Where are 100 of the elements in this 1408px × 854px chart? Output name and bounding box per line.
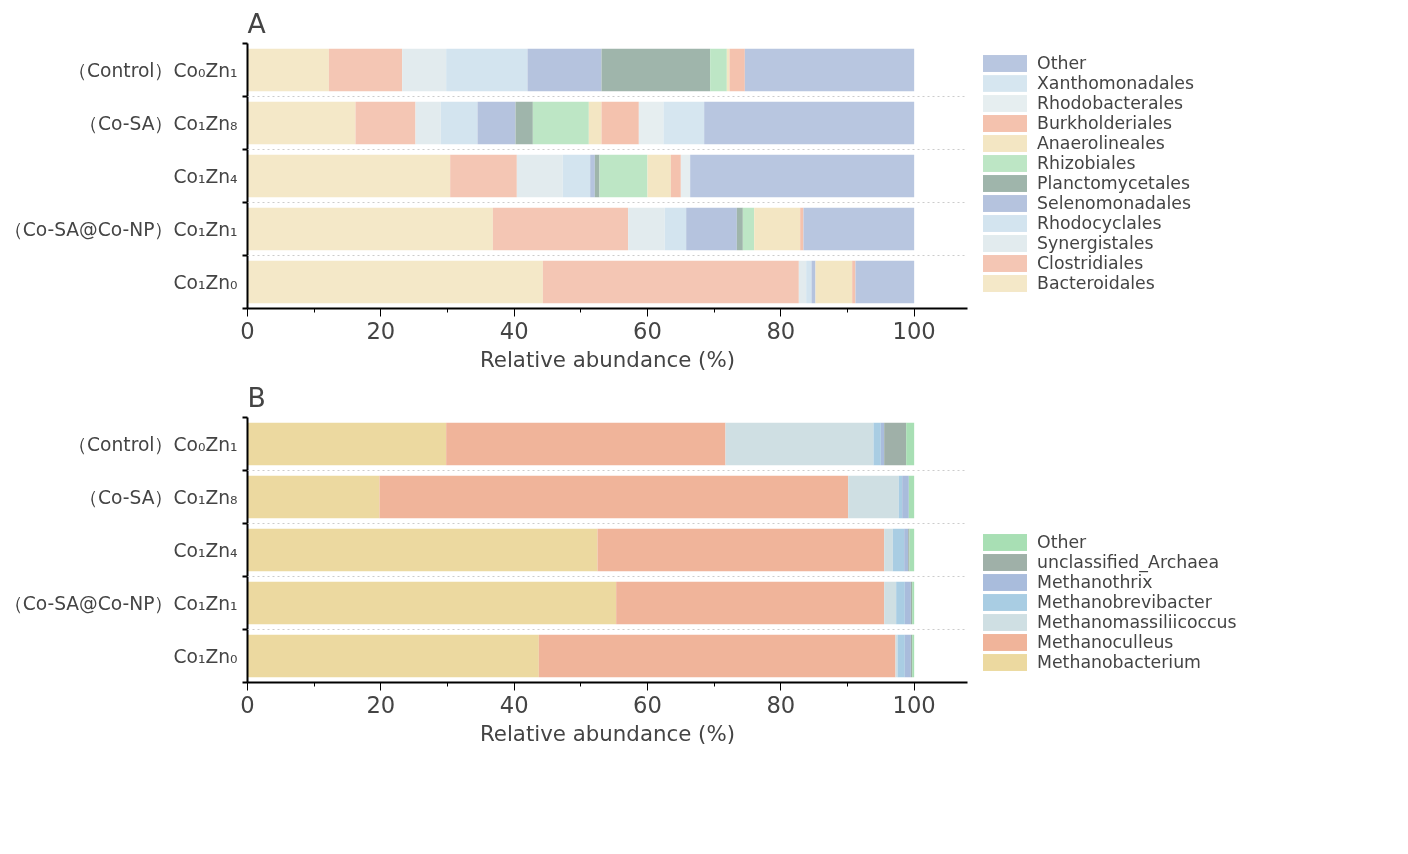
legend-label: Other	[1037, 53, 1087, 73]
legend-label: Synergistales	[1037, 233, 1154, 253]
y-tick-label: （Co-SA）Co₁Zn₈	[79, 112, 238, 134]
bar	[803, 207, 915, 251]
y-tick-label: （Control）Co₀Zn₁	[68, 59, 238, 81]
bar	[710, 48, 727, 92]
bar	[664, 207, 687, 251]
x-tick-label: 40	[499, 691, 529, 718]
x-tick-label: 60	[633, 691, 662, 718]
bar	[247, 634, 539, 678]
bar	[542, 260, 799, 304]
bar	[806, 260, 812, 304]
x-axis-title: Relative abundance (%)	[479, 720, 736, 746]
bar	[616, 581, 885, 625]
bar	[895, 634, 898, 678]
bar	[440, 101, 478, 145]
bar	[450, 154, 517, 198]
bar	[597, 528, 885, 572]
legend-label: Methanoculleus	[1037, 632, 1174, 652]
legend-label: Xanthomonadales	[1037, 73, 1195, 93]
bar	[704, 101, 915, 145]
bar	[590, 154, 595, 198]
x-tick-label: 20	[366, 691, 396, 718]
legend-label: Bacteroidales	[1037, 273, 1155, 293]
bar	[594, 154, 600, 198]
bar	[527, 48, 602, 92]
bar	[726, 48, 730, 92]
bar	[852, 260, 856, 304]
bar	[538, 634, 896, 678]
bar	[247, 154, 451, 198]
legend-label: Burkholderiales	[1037, 113, 1173, 133]
bar	[328, 48, 403, 92]
bar	[686, 207, 737, 251]
bar	[355, 101, 416, 145]
x-tick-label: 40	[499, 317, 529, 344]
bar	[892, 528, 905, 572]
bar	[884, 422, 907, 466]
bar	[532, 101, 589, 145]
bar	[515, 101, 533, 145]
bar	[247, 422, 447, 466]
bar	[247, 581, 617, 625]
legend-label: Selenomonadales	[1037, 193, 1191, 213]
bar	[902, 475, 909, 519]
bar	[647, 154, 671, 198]
x-tick-label: 80	[766, 317, 796, 344]
bar	[670, 154, 681, 198]
bar	[663, 101, 705, 145]
bar	[855, 260, 915, 304]
bar	[736, 207, 743, 251]
bar	[601, 48, 711, 92]
x-axis-title: Relative abundance (%)	[479, 346, 736, 372]
chart-title: A	[247, 7, 267, 39]
legend-label: Methanobacterium	[1037, 652, 1201, 672]
bar	[402, 48, 447, 92]
legend-label: unclassified_Archaea	[1037, 552, 1220, 572]
legend-label: Methanomassiliicoccus	[1037, 612, 1237, 632]
bar	[477, 101, 516, 145]
bar	[599, 154, 648, 198]
y-tick-label: （Co-SA）Co₁Zn₈	[79, 486, 238, 508]
x-tick-label: 0	[240, 317, 255, 344]
bar	[884, 581, 897, 625]
legend-label: Rhodobacterales	[1037, 93, 1184, 113]
bar	[247, 207, 493, 251]
legend-label: Methanobrevibacter	[1037, 592, 1212, 612]
x-tick-label: 100	[892, 691, 936, 718]
bar	[848, 475, 899, 519]
x-tick-label: 0	[240, 691, 255, 718]
bar	[492, 207, 629, 251]
bar	[800, 207, 804, 251]
bar	[415, 101, 441, 145]
x-tick-label: 20	[366, 317, 396, 344]
legend-label: Methanothrix	[1037, 572, 1153, 592]
bar	[815, 260, 853, 304]
y-tick-label: Co₁Zn₄	[173, 539, 238, 561]
legend-label: Clostridiales	[1037, 253, 1144, 273]
bar	[896, 581, 905, 625]
bar	[680, 154, 691, 198]
bar	[247, 475, 380, 519]
bar	[904, 634, 911, 678]
bar	[904, 581, 911, 625]
y-tick-label: Co₁Zn₀	[173, 645, 238, 667]
bar	[729, 48, 745, 92]
y-tick-label: （Control）Co₀Zn₁	[68, 433, 238, 455]
legend-label: Rhodocyclales	[1037, 213, 1162, 233]
bar	[601, 101, 639, 145]
bar	[588, 101, 602, 145]
bar	[754, 207, 801, 251]
bar	[516, 154, 563, 198]
bar	[247, 528, 598, 572]
bar	[884, 528, 893, 572]
y-tick-label: （Co-SA@Co-NP）Co₁Zn₁	[3, 592, 238, 614]
bar	[908, 475, 915, 519]
x-tick-label: 100	[892, 317, 936, 344]
bar	[811, 260, 816, 304]
bar	[446, 422, 726, 466]
bar	[904, 528, 909, 572]
bar	[742, 207, 755, 251]
bar	[562, 154, 591, 198]
chart-title: B	[247, 381, 266, 413]
bar	[744, 48, 915, 92]
